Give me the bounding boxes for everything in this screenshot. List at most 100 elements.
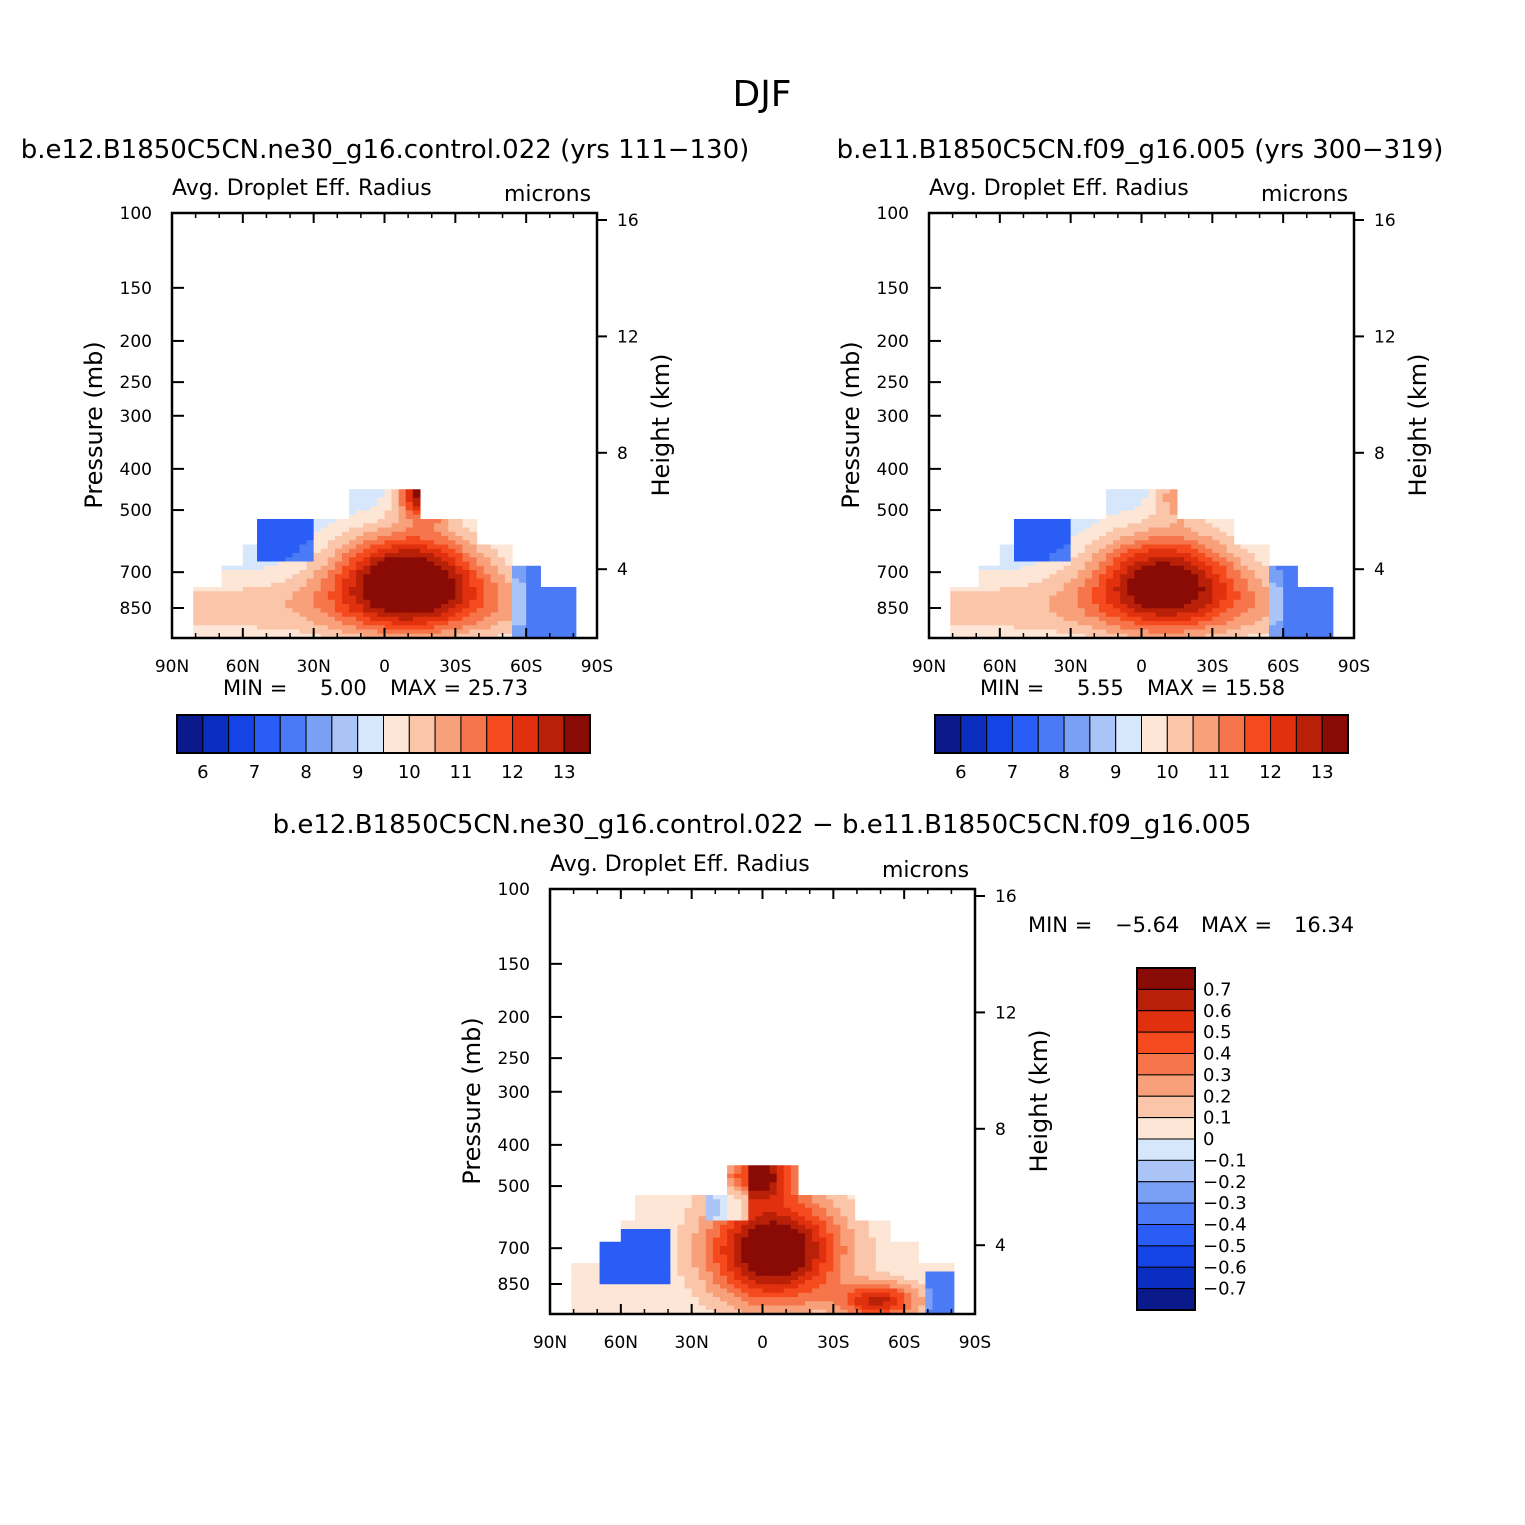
max-label: MAX = [1147, 676, 1218, 700]
heatmap-cell [285, 604, 294, 609]
heatmap-cell [992, 578, 1001, 584]
heatmap-cell [1269, 604, 1277, 609]
heatmap-cell [313, 608, 322, 614]
heatmap-cell [462, 599, 471, 605]
heatmap-cell [627, 1280, 636, 1285]
heatmap-cell [1212, 553, 1221, 558]
heatmap-cell [1127, 612, 1136, 618]
heatmap-cell [561, 595, 570, 601]
heatmap-cell [875, 1297, 884, 1302]
heatmap-cell [1318, 595, 1327, 601]
heatmap-cell [1113, 591, 1121, 597]
heatmap-cell [1233, 578, 1242, 584]
heatmap-cell [971, 591, 980, 597]
heatmap-cell [1162, 612, 1171, 618]
heatmap-cell [384, 548, 393, 554]
heatmap-cell [712, 1229, 721, 1234]
heatmap-cell [1084, 519, 1093, 524]
heatmap-cell [642, 1212, 650, 1217]
heatmap-cell [805, 1250, 813, 1256]
heatmap-cell [299, 557, 308, 563]
heatmap-cell [1120, 574, 1128, 580]
heatmap-cell [249, 561, 258, 567]
heatmap-cell [412, 604, 421, 609]
heatmap-cell [698, 1224, 707, 1230]
heatmap-cell [932, 1275, 941, 1281]
max-value: 16.34 [1294, 913, 1354, 937]
heatmap-cell [412, 612, 421, 618]
heatmap-cell [606, 1241, 615, 1247]
heatmap-cell [1155, 621, 1164, 626]
heatmap-cell [1070, 582, 1079, 588]
heatmap-cell [1318, 616, 1327, 622]
heatmap-cell [805, 1241, 813, 1247]
heatmap-cell [512, 595, 520, 601]
heatmap-cell [391, 561, 400, 567]
heatmap-cell [783, 1309, 792, 1315]
heatmap-cell [797, 1246, 806, 1251]
heatmap-cell [1006, 604, 1015, 609]
heatmap-cell [242, 608, 251, 614]
heatmap-cell [285, 599, 294, 605]
heatmap-cell [462, 612, 471, 618]
heatmap-cell [748, 1186, 757, 1192]
heatmap-cell [412, 587, 421, 592]
heatmap-cell [193, 608, 201, 614]
heatmap-cell [727, 1301, 735, 1307]
heatmap-cell [691, 1292, 700, 1298]
heatmap-cell [705, 1237, 714, 1243]
heatmap-cell [242, 621, 251, 626]
heatmap-cell [1169, 599, 1178, 605]
heatmap-cell [1325, 599, 1334, 605]
heatmap-cell [1233, 633, 1242, 639]
heatmap-cell [769, 1305, 778, 1311]
heatmap-cell [805, 1292, 813, 1298]
heatmap-cell [1297, 629, 1306, 635]
heatmap-cell [762, 1280, 771, 1285]
heatmap-cell [349, 527, 357, 533]
heatmap-cell [1091, 604, 1100, 609]
heatmap-cell [1120, 536, 1128, 541]
heatmap-cell [1325, 621, 1334, 626]
heatmap-cell [642, 1246, 650, 1251]
heatmap-cell [370, 523, 379, 529]
heatmap-cell [1077, 633, 1086, 639]
heatmap-cell [271, 565, 279, 571]
heatmap-cell [1106, 514, 1114, 520]
heatmap-cell [540, 629, 549, 635]
heatmap-cell [776, 1305, 785, 1311]
heatmap-cell [1162, 599, 1171, 605]
heatmap-cell [741, 1263, 749, 1268]
heatmap-cell [776, 1263, 785, 1268]
heatmap-cell [1028, 570, 1036, 575]
heatmap-cell [950, 587, 958, 592]
heatmap-cell [663, 1250, 672, 1256]
heatmap-cell [1127, 599, 1136, 605]
heatmap-cell [698, 1216, 707, 1222]
heatmap-cell [526, 608, 534, 614]
heatmap-cell [783, 1195, 792, 1200]
heatmap-cell [349, 497, 357, 503]
panel-variable-label: Avg. Droplet Eff. Radius [929, 176, 1189, 201]
heatmap-cell [370, 591, 379, 597]
heatmap-cell [819, 1220, 827, 1226]
heatmap-cell [783, 1267, 792, 1273]
heatmap-cell [705, 1305, 714, 1311]
heatmap-cell [847, 1280, 856, 1285]
heatmap-cell [964, 621, 973, 626]
heatmap-cell [1254, 544, 1263, 550]
heatmap-cell [1176, 553, 1185, 558]
heatmap-cell [999, 625, 1008, 631]
heatmap-cell [720, 1292, 728, 1298]
heatmap-cell [606, 1309, 615, 1315]
heatmap-cell [278, 604, 286, 609]
heatmap-cell [334, 561, 343, 567]
heatmap-cell [1035, 574, 1043, 580]
heatmap-cell [1014, 612, 1022, 618]
heatmap-cell [1049, 621, 1058, 626]
heatmap-cell [691, 1288, 700, 1294]
heatmap-cell [769, 1237, 778, 1243]
heatmap-cell [320, 531, 329, 537]
heatmap-cell [519, 582, 527, 588]
heatmap-cell [384, 519, 393, 524]
